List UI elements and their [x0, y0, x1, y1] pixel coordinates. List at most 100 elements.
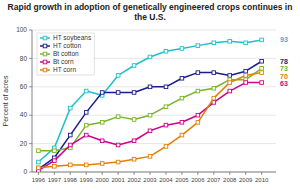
legend-label: HT corn	[53, 66, 76, 73]
y-axis-label: Percent of acres	[2, 75, 9, 126]
point	[116, 74, 120, 78]
x-tick-label: 2009	[239, 177, 253, 183]
point	[180, 133, 184, 137]
point	[164, 123, 168, 127]
x-tick	[38, 172, 39, 175]
point	[212, 96, 216, 100]
point	[164, 85, 168, 89]
x-tick	[70, 172, 71, 175]
point	[148, 85, 152, 89]
point	[53, 149, 57, 153]
x-tick-label: 2000	[95, 177, 109, 183]
x-axis	[32, 172, 276, 173]
x-tick	[165, 172, 166, 175]
legend-label: HT soybeans	[53, 34, 92, 42]
y-tick	[29, 58, 32, 59]
series-line	[38, 40, 261, 162]
x-tick	[54, 172, 55, 175]
y-tick	[29, 172, 32, 173]
point	[180, 76, 184, 80]
point	[244, 69, 248, 73]
x-tick	[245, 172, 246, 175]
point	[37, 149, 41, 153]
point	[212, 86, 216, 90]
point	[100, 139, 104, 143]
chart: Rapid growth in adoption of genetically …	[0, 0, 300, 190]
point	[68, 163, 72, 167]
grid-line	[32, 30, 276, 31]
point	[116, 143, 120, 147]
point	[37, 166, 41, 170]
legend-label: HT cotton	[53, 42, 81, 49]
legend-box	[37, 33, 94, 75]
x-tick	[102, 172, 103, 175]
y-tick-label: 20	[20, 140, 28, 147]
point	[68, 143, 72, 147]
x-tick-label: 1998	[64, 177, 78, 183]
y-tick	[29, 86, 32, 87]
title-line: the U.S.	[134, 12, 166, 22]
point	[84, 123, 88, 127]
x-tick	[86, 172, 87, 175]
grid-line	[32, 115, 276, 116]
point	[260, 38, 264, 42]
point	[212, 71, 216, 75]
legend-marker	[43, 60, 47, 64]
x-tick	[181, 172, 182, 175]
end-label: 73	[280, 65, 288, 72]
legend-marker	[43, 44, 47, 48]
point	[84, 133, 88, 137]
y-tick-label: 60	[20, 83, 28, 90]
x-tick-label: 2002	[127, 177, 141, 183]
point	[244, 81, 248, 85]
point	[196, 121, 200, 125]
point	[196, 44, 200, 48]
point	[260, 81, 264, 85]
legend: HT soybeansHT cottonBt cottonBt cornHT c…	[37, 33, 94, 75]
point	[260, 67, 264, 71]
point	[244, 74, 248, 78]
x-tick-label: 1997	[48, 177, 62, 183]
point	[116, 160, 120, 164]
x-tick	[229, 172, 230, 175]
x-tick-label: 2006	[191, 177, 205, 183]
x-tick	[213, 172, 214, 175]
point	[53, 159, 57, 163]
x-tick-label: 2004	[159, 177, 173, 183]
y-tick-label: 100	[16, 26, 27, 33]
point	[100, 121, 104, 125]
point	[37, 160, 41, 164]
point	[116, 115, 120, 119]
series-line	[38, 73, 261, 168]
point	[196, 71, 200, 75]
point	[228, 74, 232, 78]
x-tick	[134, 172, 135, 175]
x-tick-label: 2001	[111, 177, 125, 183]
x-tick	[150, 172, 151, 175]
point	[180, 47, 184, 51]
point	[132, 64, 136, 68]
title-line: Rapid growth in adoption of genetically …	[8, 2, 293, 12]
y-axis	[32, 30, 33, 172]
title: Rapid growth in adoption of genetically …	[8, 2, 293, 22]
end-label: 78	[280, 58, 288, 65]
plot-area	[37, 38, 264, 172]
y-tick-label: 0	[23, 168, 27, 175]
point	[100, 162, 104, 166]
series-line	[38, 61, 261, 169]
point	[148, 155, 152, 159]
point	[244, 41, 248, 45]
series-line	[38, 83, 261, 171]
legend-marker	[43, 68, 47, 72]
point	[196, 113, 200, 117]
x-tick	[261, 172, 262, 175]
point	[180, 96, 184, 100]
legend-marker	[43, 36, 47, 40]
legend-marker	[43, 52, 47, 56]
point	[132, 118, 136, 122]
end-label: 70	[280, 73, 288, 80]
point	[164, 105, 168, 109]
grid-line	[32, 172, 276, 173]
point	[100, 91, 104, 95]
legend-label: Bt corn	[53, 58, 74, 65]
